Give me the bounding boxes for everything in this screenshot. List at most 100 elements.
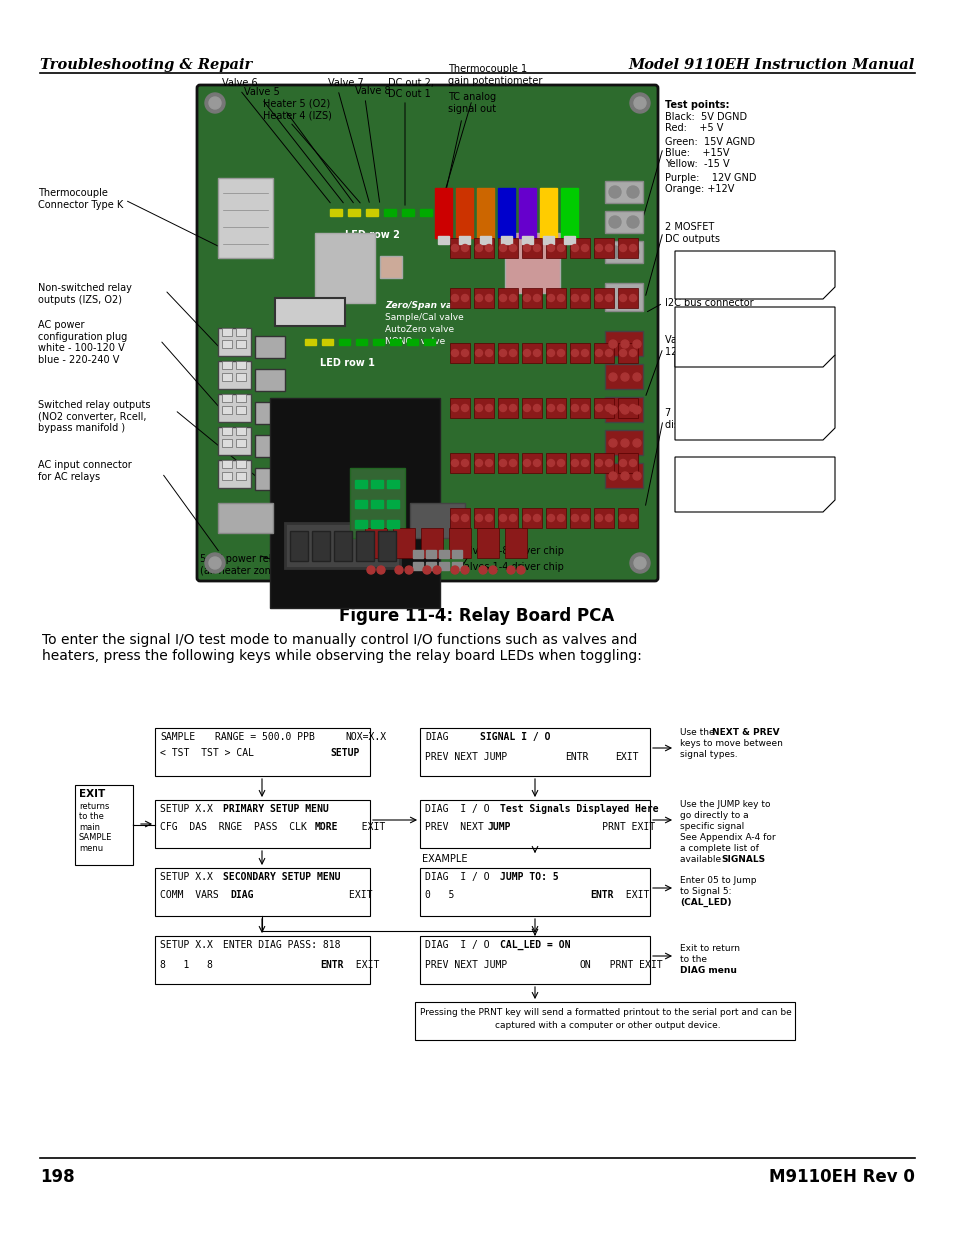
Bar — [426, 562, 436, 571]
Circle shape — [509, 350, 516, 357]
Circle shape — [581, 405, 588, 411]
Circle shape — [509, 245, 516, 252]
Bar — [423, 338, 435, 345]
Bar — [521, 343, 541, 363]
Text: available: available — [679, 855, 723, 864]
Bar — [521, 288, 541, 308]
Text: 198: 198 — [40, 1168, 74, 1186]
Bar — [604, 364, 642, 389]
Circle shape — [461, 294, 468, 301]
Bar — [618, 288, 638, 308]
Bar — [604, 283, 642, 311]
Bar — [449, 529, 471, 558]
Bar — [497, 453, 517, 473]
Text: Orange: +12V: Orange: +12V — [664, 184, 734, 194]
Circle shape — [633, 373, 640, 382]
Bar — [437, 209, 450, 216]
Circle shape — [451, 405, 458, 411]
Circle shape — [205, 553, 225, 573]
Bar — [450, 238, 470, 258]
Text: Green:  15V AGND: Green: 15V AGND — [664, 137, 755, 147]
Circle shape — [523, 515, 530, 521]
Circle shape — [557, 245, 564, 252]
Text: DC out 1: DC out 1 — [388, 89, 431, 99]
Circle shape — [618, 515, 626, 521]
Circle shape — [618, 459, 626, 467]
Bar — [218, 503, 273, 534]
Circle shape — [608, 472, 617, 480]
Bar — [450, 398, 470, 417]
Circle shape — [595, 294, 602, 301]
Bar — [222, 373, 232, 382]
Text: EXIT: EXIT — [350, 823, 385, 832]
Circle shape — [547, 350, 554, 357]
Text: Valves 1-4 driver chip: Valves 1-4 driver chip — [457, 562, 563, 572]
Bar — [415, 1002, 794, 1040]
Text: ENTR: ENTR — [589, 890, 613, 900]
Text: Troubleshooting & Repair: Troubleshooting & Repair — [40, 58, 252, 72]
Circle shape — [517, 566, 524, 574]
FancyBboxPatch shape — [218, 427, 251, 454]
Circle shape — [557, 515, 564, 521]
Circle shape — [509, 459, 516, 467]
Bar — [521, 508, 541, 529]
Text: 5 AC power relays
(all heater zones): 5 AC power relays (all heater zones) — [200, 555, 288, 576]
FancyBboxPatch shape — [254, 468, 285, 490]
Circle shape — [533, 294, 540, 301]
Bar — [322, 338, 333, 345]
Circle shape — [499, 515, 506, 521]
Polygon shape — [675, 251, 834, 299]
Bar — [384, 209, 395, 216]
Circle shape — [451, 459, 458, 467]
Text: go directly to a: go directly to a — [679, 811, 748, 820]
Text: PRIMARY SETUP MENU: PRIMARY SETUP MENU — [223, 804, 329, 814]
Text: Red:    +5 V: Red: +5 V — [664, 124, 722, 133]
Bar — [569, 453, 589, 473]
Bar — [456, 188, 473, 238]
Circle shape — [485, 350, 492, 357]
Bar — [154, 936, 370, 984]
Bar — [545, 288, 565, 308]
Bar — [355, 531, 374, 561]
Bar — [476, 529, 498, 558]
Bar — [419, 727, 649, 776]
Text: To enter the signal I/O test mode to manually control I/O functions such as valv: To enter the signal I/O test mode to man… — [42, 634, 637, 647]
Circle shape — [478, 566, 486, 574]
Circle shape — [608, 186, 620, 198]
Text: PREV  NEXT: PREV NEXT — [424, 823, 489, 832]
Circle shape — [557, 405, 564, 411]
Bar — [542, 236, 554, 245]
Circle shape — [605, 459, 612, 467]
Circle shape — [499, 350, 506, 357]
Circle shape — [367, 566, 375, 574]
Circle shape — [618, 294, 626, 301]
Bar — [218, 178, 273, 258]
Circle shape — [523, 294, 530, 301]
Text: 8   1   8: 8 1 8 — [160, 960, 213, 969]
Bar — [377, 531, 395, 561]
Bar — [401, 209, 414, 216]
Circle shape — [557, 459, 564, 467]
Text: Thermocouple
Connector Type K: Thermocouple Connector Type K — [38, 188, 123, 210]
Text: SETUP X.X: SETUP X.X — [160, 940, 213, 950]
Circle shape — [605, 294, 612, 301]
Text: SAMPLE: SAMPLE — [160, 732, 195, 742]
Circle shape — [571, 459, 578, 467]
Circle shape — [595, 350, 602, 357]
Circle shape — [509, 405, 516, 411]
Bar — [235, 472, 246, 480]
Bar — [290, 531, 308, 561]
Circle shape — [451, 566, 458, 574]
Circle shape — [629, 245, 636, 252]
Circle shape — [523, 350, 530, 357]
Circle shape — [475, 350, 482, 357]
Text: AutoZero valve: AutoZero valve — [385, 325, 454, 333]
FancyBboxPatch shape — [218, 394, 251, 422]
Text: EXIT: EXIT — [79, 789, 105, 799]
Text: RANGE = 500.0 PPB: RANGE = 500.0 PPB — [214, 732, 314, 742]
Circle shape — [595, 405, 602, 411]
Circle shape — [485, 245, 492, 252]
Circle shape — [629, 350, 636, 357]
Bar — [497, 508, 517, 529]
Text: captured with a computer or other output device.: captured with a computer or other output… — [495, 1021, 720, 1030]
